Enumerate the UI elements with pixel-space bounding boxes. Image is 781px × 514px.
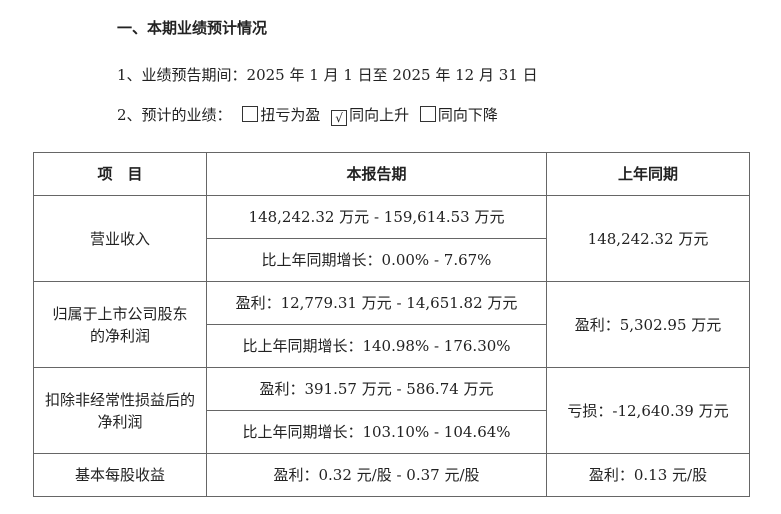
table-row: 比上年同期增长：140.98% - 176.30% <box>34 324 750 368</box>
expected-performance: 2、预计的业绩： 扭亏为盈 √ 同向上升 同向下降 <box>117 104 498 126</box>
header-current: 本报告期 <box>206 152 547 196</box>
table-row: 归属于上市公司股东的净利润 盈利：12,779.31 万元 - 14,651.8… <box>33 281 750 368</box>
eps-current-range: 盈利：0.32 元/股 - 0.37 元/股 <box>206 453 547 497</box>
deducted-profit-prior: 亏损：-12,640.39 万元 <box>546 367 750 454</box>
revenue-prior: 148,242.32 万元 <box>546 195 750 282</box>
row-item-deducted-profit: 扣除非经常性损益后的净利润 <box>33 367 207 454</box>
checkbox-increase: √ <box>331 110 348 126</box>
net-profit-growth: 比上年同期增长：140.98% - 176.30% <box>206 324 547 368</box>
table-row: 营业收入 148,242.32 万元 - 159,614.53 万元 148,2… <box>33 195 750 282</box>
table-header-row: 项 目 本报告期 上年同期 <box>33 152 750 196</box>
row-item-net-profit: 归属于上市公司股东的净利润 <box>33 281 207 368</box>
deducted-profit-growth: 比上年同期增长：103.10% - 104.64% <box>206 410 547 454</box>
net-profit-prior: 盈利：5,302.95 万元 <box>546 281 750 368</box>
row-item-eps: 基本每股收益 <box>33 453 207 497</box>
option-decrease: 同向下降 <box>437 106 498 124</box>
forecast-period: 1、业绩预告期间：2025 年 1 月 1 日至 2025 年 12 月 31 … <box>117 66 538 84</box>
performance-label: 2、预计的业绩： <box>117 106 232 124</box>
table-row: 扣除非经常性损益后的净利润 盈利：391.57 万元 - 586.74 万元 亏… <box>33 367 750 454</box>
header-item: 项 目 <box>33 152 207 196</box>
forecast-table: 项 目 本报告期 上年同期 营业收入 148,242.32 万元 - 159,6… <box>33 152 750 497</box>
option-increase: 同向上升 <box>349 106 410 124</box>
row-item-revenue: 营业收入 <box>33 195 207 282</box>
header-prior: 上年同期 <box>546 152 750 196</box>
table-row: 基本每股收益 盈利：0.32 元/股 - 0.37 元/股 盈利：0.13 元/… <box>33 453 750 497</box>
revenue-growth: 比上年同期增长：0.00% - 7.67% <box>206 238 547 282</box>
table-row: 比上年同期增长：0.00% - 7.67% <box>34 238 750 282</box>
net-profit-current-range: 盈利：12,779.31 万元 - 14,651.82 万元 <box>206 281 547 325</box>
checkbox-decrease <box>419 106 436 122</box>
option-turnaround: 扭亏为盈 <box>260 106 321 124</box>
deducted-profit-current-range: 盈利：391.57 万元 - 586.74 万元 <box>206 367 547 411</box>
checkbox-turnaround <box>242 106 259 122</box>
section-heading: 一、本期业绩预计情况 <box>117 19 268 37</box>
revenue-current-range: 148,242.32 万元 - 159,614.53 万元 <box>206 195 547 239</box>
eps-prior: 盈利：0.13 元/股 <box>546 453 750 497</box>
